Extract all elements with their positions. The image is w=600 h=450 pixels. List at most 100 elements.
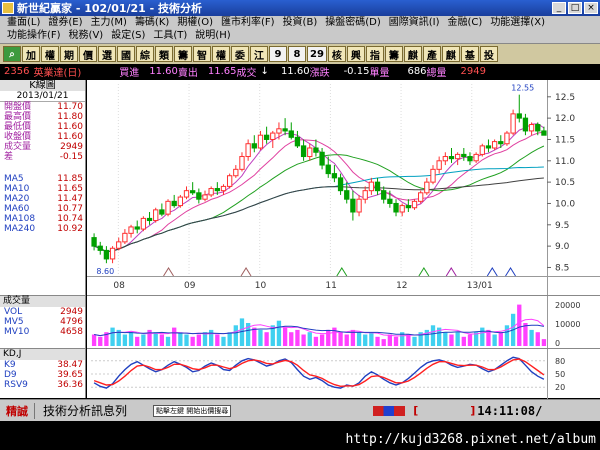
menu-item-intl-info[interactable]: 國際資訊(I) xyxy=(388,17,440,28)
quick-toolbar: ⌕ 加權期價選國綜類籌智權委江 9 8 29 核興指籌麒產麒基投 xyxy=(0,44,600,64)
menu-item-function-operate[interactable]: 功能操作(F) xyxy=(7,30,61,41)
toolbar-button[interactable]: 權 xyxy=(41,46,59,62)
volume-bar xyxy=(375,336,380,346)
magnifier-icon[interactable]: ⌕ xyxy=(3,46,21,62)
candlestick-chart[interactable]: 12.5 12.0 11.5 11.0 10.5 10.0 9.5 9.0 8.5 08 09 10 1… xyxy=(87,80,600,295)
k-chart-date: 2013/01/21 xyxy=(0,91,85,102)
toolbar-button[interactable]: 價 xyxy=(79,46,97,62)
toolbar-button[interactable]: 產 xyxy=(422,46,441,62)
kd-line-k xyxy=(93,356,545,389)
menu-item-securities[interactable]: 證券(E) xyxy=(48,17,83,28)
toolbar-button[interactable]: 麒 xyxy=(441,46,460,62)
menu-item-settings[interactable]: 設定(S) xyxy=(111,30,146,41)
volume-bar xyxy=(289,332,294,346)
volume-chart[interactable]: 20000 10000 0 xyxy=(87,295,600,349)
minimize-button[interactable]: _ xyxy=(552,2,566,14)
y-tick-label: 8.5 xyxy=(555,263,569,273)
price-chart-svg: 12.5 12.0 11.5 11.0 10.5 10.0 9.5 9.0 8.5 08 09 10 1… xyxy=(87,80,600,295)
menu-item-main-force[interactable]: 主力(M) xyxy=(90,17,127,28)
kd-chart[interactable]: 80 50 20 xyxy=(87,348,600,399)
x-tick-label: 11 xyxy=(325,281,336,291)
close-button[interactable]: × xyxy=(584,2,598,14)
menu-item-tools[interactable]: 工具(T) xyxy=(153,30,188,41)
kd-values-panel: KD,J K9 38.47 D9 39.65 RSV9 36.36 xyxy=(0,348,86,398)
candle-body xyxy=(399,205,405,213)
value-number: 39.65 xyxy=(57,370,83,380)
menu-item-tax[interactable]: 稅務(V) xyxy=(68,30,104,41)
value-row: VOL 2949 xyxy=(0,307,85,317)
toolbar-button[interactable]: 加 xyxy=(22,46,40,62)
toolbar-button[interactable]: 8 xyxy=(288,46,306,62)
volume-bar xyxy=(91,334,97,346)
volume-bar xyxy=(307,332,312,346)
menu-item-function-select[interactable]: 功能選擇(X) xyxy=(490,17,545,28)
buy-price: 11.60 xyxy=(149,65,178,77)
toolbar-button[interactable]: 麒 xyxy=(403,46,422,62)
candle-body xyxy=(374,181,381,192)
toolbar-button[interactable]: 基 xyxy=(460,46,479,62)
menu-item-screen[interactable]: 畫面(L) xyxy=(7,17,41,28)
value-label: 最高價 xyxy=(4,112,32,122)
maximize-button[interactable]: □ xyxy=(568,2,582,14)
toolbar-button[interactable]: 9 xyxy=(269,46,287,62)
y-axis-line xyxy=(547,80,548,295)
toolbar-button[interactable]: 江 xyxy=(250,46,268,62)
y-tick-label: 11.5 xyxy=(555,135,575,145)
value-number: 11.60 xyxy=(57,132,83,142)
volume-bar xyxy=(338,332,343,346)
toolbar-button[interactable]: 核 xyxy=(327,46,346,62)
toolbar-button[interactable]: 國 xyxy=(117,46,135,62)
volume-bar xyxy=(529,329,534,346)
status-tag: 精誠 xyxy=(0,402,35,419)
menu-item-help[interactable]: 說明(H) xyxy=(195,30,231,41)
last-price: 11.60 xyxy=(280,65,310,77)
volume-bar xyxy=(350,329,356,346)
footer: http://kujd3268.pixnet.net/album xyxy=(0,421,600,450)
menu-item-finance[interactable]: 金融(C) xyxy=(447,17,483,28)
status-ticker[interactable]: 點擊左鍵 開始出價搜尋 xyxy=(153,404,232,417)
volume-bar xyxy=(486,329,491,346)
value-row: D9 39.65 xyxy=(0,370,85,380)
volume-bar xyxy=(369,332,374,346)
menu-item-futures-options[interactable]: 期權(O) xyxy=(177,17,213,28)
toolbar-button[interactable]: 類 xyxy=(155,46,173,62)
candle-body xyxy=(196,192,202,200)
menu-item-trading-code[interactable]: 操盤密碼(D) xyxy=(325,17,381,28)
value-label: 成交量 xyxy=(4,142,32,152)
toolbar-button[interactable]: 籌 xyxy=(174,46,192,62)
y-tick-label: 12.5 xyxy=(555,93,575,103)
sell-price: 11.65 xyxy=(207,65,237,77)
toolbar-button[interactable]: 投 xyxy=(479,46,498,62)
volume-bar xyxy=(319,334,325,346)
status-clock: 14:11:08/ xyxy=(477,403,543,418)
toolbar-button[interactable]: 智 xyxy=(193,46,211,62)
toolbar-button[interactable]: 委 xyxy=(231,46,249,62)
volume-bar xyxy=(196,334,201,346)
toolbar-button[interactable]: 籌 xyxy=(384,46,403,62)
candle-body xyxy=(381,190,387,200)
volume-bar xyxy=(498,332,503,346)
toolbar-button[interactable]: 指 xyxy=(365,46,384,62)
y-tick-label: 12.0 xyxy=(555,114,575,124)
candle-body xyxy=(504,132,510,145)
volume-bar xyxy=(387,334,393,346)
value-label: MA5 xyxy=(4,174,24,184)
x-tick-label: 12 xyxy=(396,281,407,291)
toolbar-button[interactable]: 選 xyxy=(98,46,116,62)
toolbar-button[interactable]: 權 xyxy=(212,46,230,62)
candle-body xyxy=(344,190,350,200)
window-titlebar[interactable]: 新世紀贏家 - 102/01/21 - 技術分析 _ □ × xyxy=(0,0,600,16)
toolbar-button[interactable]: 綜 xyxy=(136,46,154,62)
menu-item-chips[interactable]: 籌碼(K) xyxy=(134,17,170,28)
menu-item-fx-rates[interactable]: 匯市利率(F) xyxy=(221,17,275,28)
toolbar-button[interactable]: 29 xyxy=(307,46,327,62)
value-label: 開盤價 xyxy=(4,102,32,112)
candle-body xyxy=(282,128,288,132)
toolbar-button[interactable]: 興 xyxy=(346,46,365,62)
toolbar-button[interactable]: 期 xyxy=(60,46,78,62)
unit-volume-label: 單量 xyxy=(369,67,390,79)
volume-bar xyxy=(153,332,158,346)
signal-triangle xyxy=(240,267,252,277)
menu-item-investment[interactable]: 投資(B) xyxy=(282,17,318,28)
x-axis-line xyxy=(87,276,600,277)
